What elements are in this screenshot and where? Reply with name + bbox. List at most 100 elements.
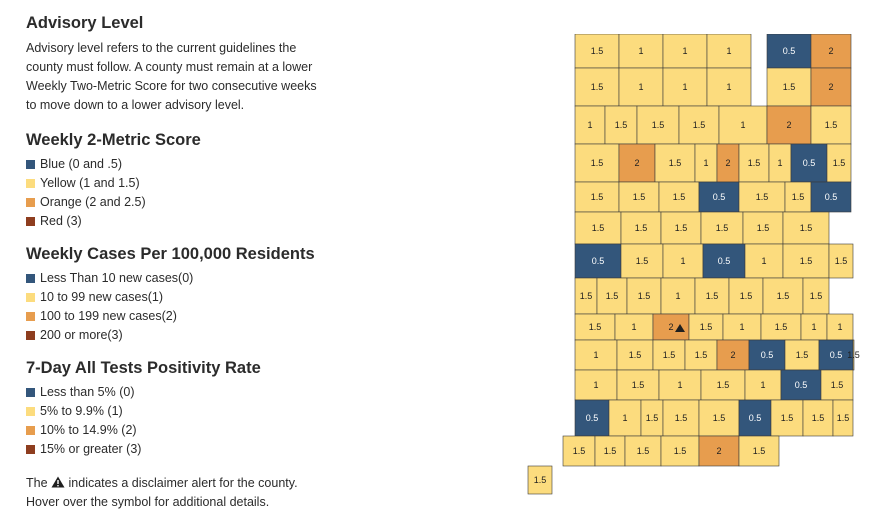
county[interactable]: 1 [706,67,752,107]
county[interactable]: 1.5 [640,399,664,437]
county-shape[interactable] [744,243,784,279]
county-shape[interactable] [810,105,852,145]
county-shape[interactable] [658,369,702,401]
county[interactable]: 1.5 [574,211,622,245]
county-shape[interactable] [832,399,854,437]
county-shape[interactable] [574,34,620,69]
county-shape[interactable] [574,67,620,107]
county[interactable]: 1 [618,67,664,107]
county-shape[interactable] [770,399,804,437]
county-shape[interactable] [784,339,820,371]
county[interactable]: 1.5 [782,211,830,245]
county-shape[interactable] [810,67,852,107]
county[interactable]: 1.5 [738,435,780,467]
county[interactable]: 1.5 [728,277,764,315]
county[interactable]: 1.5 [738,143,770,183]
county-shape[interactable] [706,67,752,107]
county[interactable]: 1.5 [620,243,664,279]
county-shape[interactable] [654,143,696,183]
county[interactable]: 1.5 [802,399,834,437]
county[interactable]: 1 [744,369,782,401]
county-shape[interactable] [618,34,664,69]
county-shape[interactable] [574,313,616,341]
county[interactable]: 1.5 [624,435,662,467]
county-shape[interactable] [802,277,830,315]
county[interactable]: 1 [826,313,854,341]
county-shape[interactable] [616,339,654,371]
county-shape[interactable] [562,435,596,467]
county[interactable]: 1.5 [574,143,620,183]
county[interactable]: 0.5 [698,181,740,213]
county[interactable]: 1.5 [766,67,812,107]
county-shape[interactable] [594,435,626,467]
county[interactable]: 1.5 [660,435,700,467]
county[interactable]: 2 [766,105,812,145]
county-shape[interactable] [596,277,628,315]
county-shape[interactable] [608,399,642,437]
county[interactable]: 1.5 [782,243,830,279]
county-shape[interactable] [660,435,700,467]
county[interactable]: 1 [614,313,654,341]
county[interactable]: 1.5 [762,277,804,315]
county[interactable]: 1.5 [820,369,854,401]
county-shape[interactable] [820,369,854,401]
county[interactable]: 1.5 [678,105,720,145]
county-shape[interactable] [574,105,606,145]
county-shape[interactable] [738,399,772,437]
county[interactable]: 1.5 [694,277,730,315]
county[interactable]: 0.5 [748,339,786,371]
county-shape[interactable] [694,277,730,315]
county[interactable]: 1.5 [626,277,662,315]
county[interactable]: 1.5 [770,399,804,437]
county[interactable]: 2 [652,313,690,341]
county[interactable]: 1.5 [700,369,746,401]
county-shape[interactable] [618,143,656,183]
county-shape[interactable] [742,211,784,245]
county-shape[interactable] [706,34,752,69]
county[interactable]: 0.5 [810,181,852,213]
county-shape[interactable] [738,181,786,213]
county-shape[interactable] [700,369,746,401]
county-shape[interactable] [620,211,662,245]
county[interactable]: 1.5 [574,277,598,315]
county-shape[interactable] [574,211,622,245]
county-shape[interactable] [782,211,830,245]
county[interactable]: 1.5 [596,277,628,315]
county[interactable]: 1.5 [684,339,718,371]
county[interactable]: 1.5 [662,399,700,437]
county[interactable]: 1 [718,105,768,145]
county-shape[interactable] [766,34,812,69]
county-shape[interactable] [662,34,708,69]
county-shape[interactable] [826,313,854,341]
county-shape[interactable] [616,369,660,401]
county[interactable]: 1.5 [574,67,620,107]
county[interactable]: 1.5 [616,369,660,401]
county[interactable]: 1 [574,369,618,401]
county[interactable]: 1 [574,339,618,371]
county-shape[interactable] [698,399,740,437]
county-shape[interactable] [574,143,620,183]
county[interactable]: 0.5 [766,34,812,69]
county-shape[interactable] [652,339,686,371]
county[interactable]: 1.5 [574,34,620,69]
county[interactable]: 0.5 [574,243,622,279]
county[interactable]: 1.5 [660,211,702,245]
county[interactable]: 1.5 [658,181,700,213]
county[interactable]: 1 [662,67,708,107]
county[interactable]: 2 [810,34,852,69]
county-shape[interactable] [662,67,708,107]
county[interactable]: 1.5 [802,277,830,315]
county-shape[interactable] [702,243,746,279]
county[interactable]: 1 [744,243,784,279]
county[interactable]: 1.5 [828,243,854,279]
county[interactable]: 1 [694,143,718,183]
county-shape[interactable] [574,339,618,371]
county[interactable]: 1.5 [700,211,744,245]
county[interactable]: 2 [716,143,740,183]
county-shape[interactable] [780,369,822,401]
county[interactable]: 1.5 [527,465,553,495]
warning-triangle-icon[interactable] [675,324,685,332]
county[interactable]: 1.5 [784,339,820,371]
county-shape[interactable] [660,277,696,315]
county[interactable]: 1.5 [784,181,812,213]
